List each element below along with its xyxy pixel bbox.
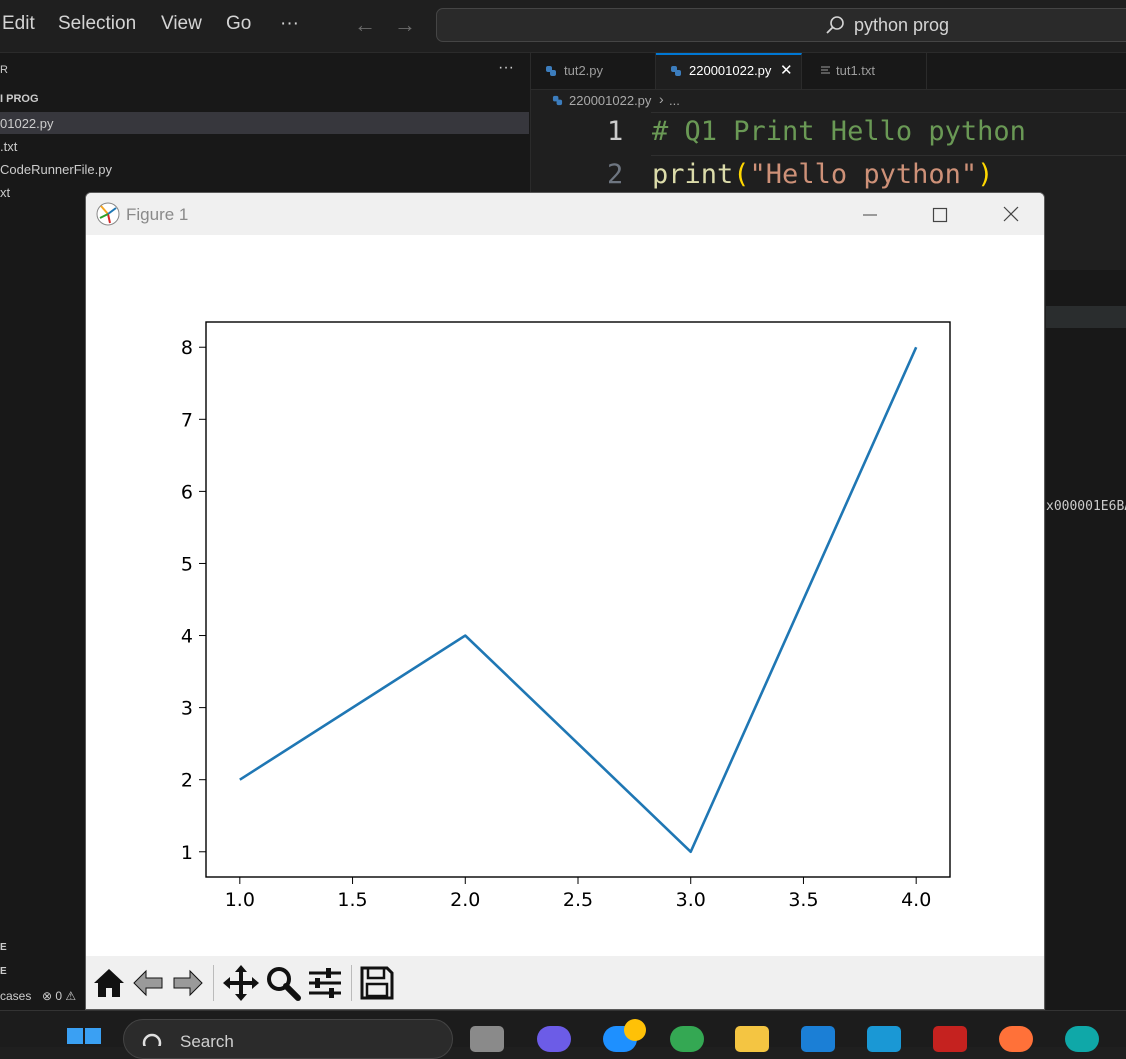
gmail-icon[interactable]: [933, 1026, 967, 1052]
home-icon[interactable]: [89, 963, 129, 1003]
tab-label: tut2.py: [564, 63, 604, 78]
line-number: 1: [607, 116, 624, 147]
menu-view[interactable]: View: [161, 13, 202, 34]
task-view-icon[interactable]: [470, 1026, 504, 1052]
toolbar-separator: [351, 965, 352, 1001]
line-number: 2: [607, 159, 624, 190]
explorer-more-icon[interactable]: ···: [498, 59, 514, 76]
menu-selection[interactable]: Selection: [58, 13, 137, 34]
file-item[interactable]: xt: [0, 185, 11, 200]
y-tick-label: 4: [181, 626, 193, 648]
x-tick-label: 3.0: [676, 889, 706, 911]
menu-more-icon[interactable]: ···: [280, 13, 299, 34]
figure-title: Figure 1: [126, 205, 189, 224]
chrome-icon[interactable]: [670, 1026, 704, 1052]
store-icon[interactable]: [801, 1026, 835, 1052]
tab-220001022[interactable]: 220001022.py ✕: [656, 53, 802, 89]
windows-start-icon[interactable]: [67, 1025, 103, 1046]
terminal-panel: x000001E6BA: [1046, 270, 1126, 1010]
minimize-icon[interactable]: [861, 206, 879, 224]
back-arrow-icon[interactable]: ←: [354, 12, 376, 37]
text-file-icon: [821, 66, 830, 74]
myhp-icon[interactable]: [867, 1026, 901, 1052]
code-line-comment[interactable]: # Q1 Print Hello python: [652, 116, 1026, 147]
search-text: python prog: [854, 15, 950, 35]
code-line-print[interactable]: print("Hello python"): [652, 159, 993, 190]
close-tab-icon[interactable]: ✕: [780, 62, 793, 79]
breadcrumb-symbol[interactable]: ...: [669, 93, 680, 108]
x-tick-label: 3.5: [788, 889, 818, 911]
python-icon: [671, 66, 681, 76]
matplotlib-logo-icon: [96, 202, 120, 226]
taskbar-search[interactable]: [123, 1019, 453, 1059]
breadcrumb-chevron-icon: ›: [659, 91, 664, 107]
series-line: [239, 346, 918, 854]
code-func: print: [652, 159, 734, 190]
explorer-header: R: [0, 64, 8, 76]
y-tick-label: 3: [181, 698, 193, 720]
editor-tab-bar: tut2.py 220001022.py ✕ tut1.txt: [531, 53, 1126, 90]
taskbar-search-placeholder: Search: [180, 1032, 234, 1051]
chat-icon[interactable]: [537, 1026, 571, 1052]
figure-window: Figure 1 1.0 1.5 2.0 2.5 3.0 3.5 4.0 1 2 3 4 5 6 7 8: [85, 192, 1045, 1010]
forward-arrow-icon[interactable]: →: [394, 12, 416, 37]
search-icon: [142, 1033, 162, 1046]
x-tick-label: 2.5: [563, 889, 593, 911]
search-icon: [826, 16, 844, 34]
firefox-icon[interactable]: [999, 1026, 1033, 1052]
status-text: cases: [0, 989, 32, 1003]
forward-icon[interactable]: [167, 963, 207, 1003]
menu-edit[interactable]: Edit: [2, 13, 35, 34]
current-line-highlight: [651, 112, 1126, 156]
folder-header[interactable]: I PROG: [0, 93, 39, 105]
menu-go[interactable]: Go: [226, 13, 252, 34]
y-tick-label: 1: [181, 842, 193, 864]
close-icon[interactable]: [1001, 204, 1021, 224]
panel-row-highlight: [1046, 306, 1126, 328]
x-tick-label: 4.0: [901, 889, 931, 911]
edge-icon[interactable]: [1065, 1026, 1099, 1052]
maximize-icon[interactable]: [931, 206, 949, 224]
file-explorer-icon[interactable]: [735, 1026, 769, 1052]
tab-tut2[interactable]: tut2.py: [531, 53, 656, 89]
tab-label: tut1.txt: [836, 63, 876, 78]
notification-badge: [624, 1019, 646, 1041]
save-icon[interactable]: [357, 963, 397, 1003]
python-icon: [552, 95, 563, 106]
code-paren: (: [733, 159, 750, 190]
tab-tut1[interactable]: tut1.txt: [802, 53, 927, 89]
toolbar-separator: [213, 965, 214, 1001]
file-item[interactable]: CodeRunnerFile.py: [0, 162, 113, 177]
python-icon: [546, 66, 556, 76]
plot-area: [205, 321, 951, 878]
y-tick-label: 7: [181, 409, 193, 431]
file-row-selected[interactable]: [0, 112, 529, 134]
timeline-section[interactable]: E: [0, 966, 7, 977]
x-tick-label: 1.5: [337, 889, 367, 911]
back-icon[interactable]: [129, 963, 169, 1003]
problems-count[interactable]: ⊗ 0 ⚠: [42, 989, 77, 1003]
terminal-output: x000001E6BA: [1046, 499, 1126, 514]
y-tick-label: 6: [181, 481, 193, 503]
y-tick-label: 2: [181, 770, 193, 792]
x-tick-label: 1.0: [225, 889, 255, 911]
file-item[interactable]: 01022.py: [0, 116, 54, 131]
command-center-search[interactable]: [436, 8, 1126, 42]
code-paren: ): [977, 159, 994, 190]
figure-toolbar: [86, 956, 1044, 1009]
configure-icon[interactable]: [305, 963, 345, 1003]
y-tick-label: 5: [181, 553, 193, 575]
line-chart: 1.0 1.5 2.0 2.5 3.0 3.5 4.0 1 2 3 4 5 6 7 8: [181, 321, 951, 911]
tab-label: 220001022.py: [689, 63, 772, 78]
x-tick-label: 2.0: [450, 889, 480, 911]
outline-section[interactable]: E: [0, 942, 7, 953]
y-tick-label: 8: [181, 337, 193, 359]
file-item[interactable]: .txt: [0, 139, 18, 154]
breadcrumb-file[interactable]: 220001022.py: [569, 93, 652, 108]
pan-icon[interactable]: [221, 963, 261, 1003]
figure-titlebar[interactable]: Figure 1: [86, 193, 1044, 235]
zoom-icon[interactable]: [263, 963, 303, 1003]
code-string: "Hello python": [749, 159, 978, 190]
